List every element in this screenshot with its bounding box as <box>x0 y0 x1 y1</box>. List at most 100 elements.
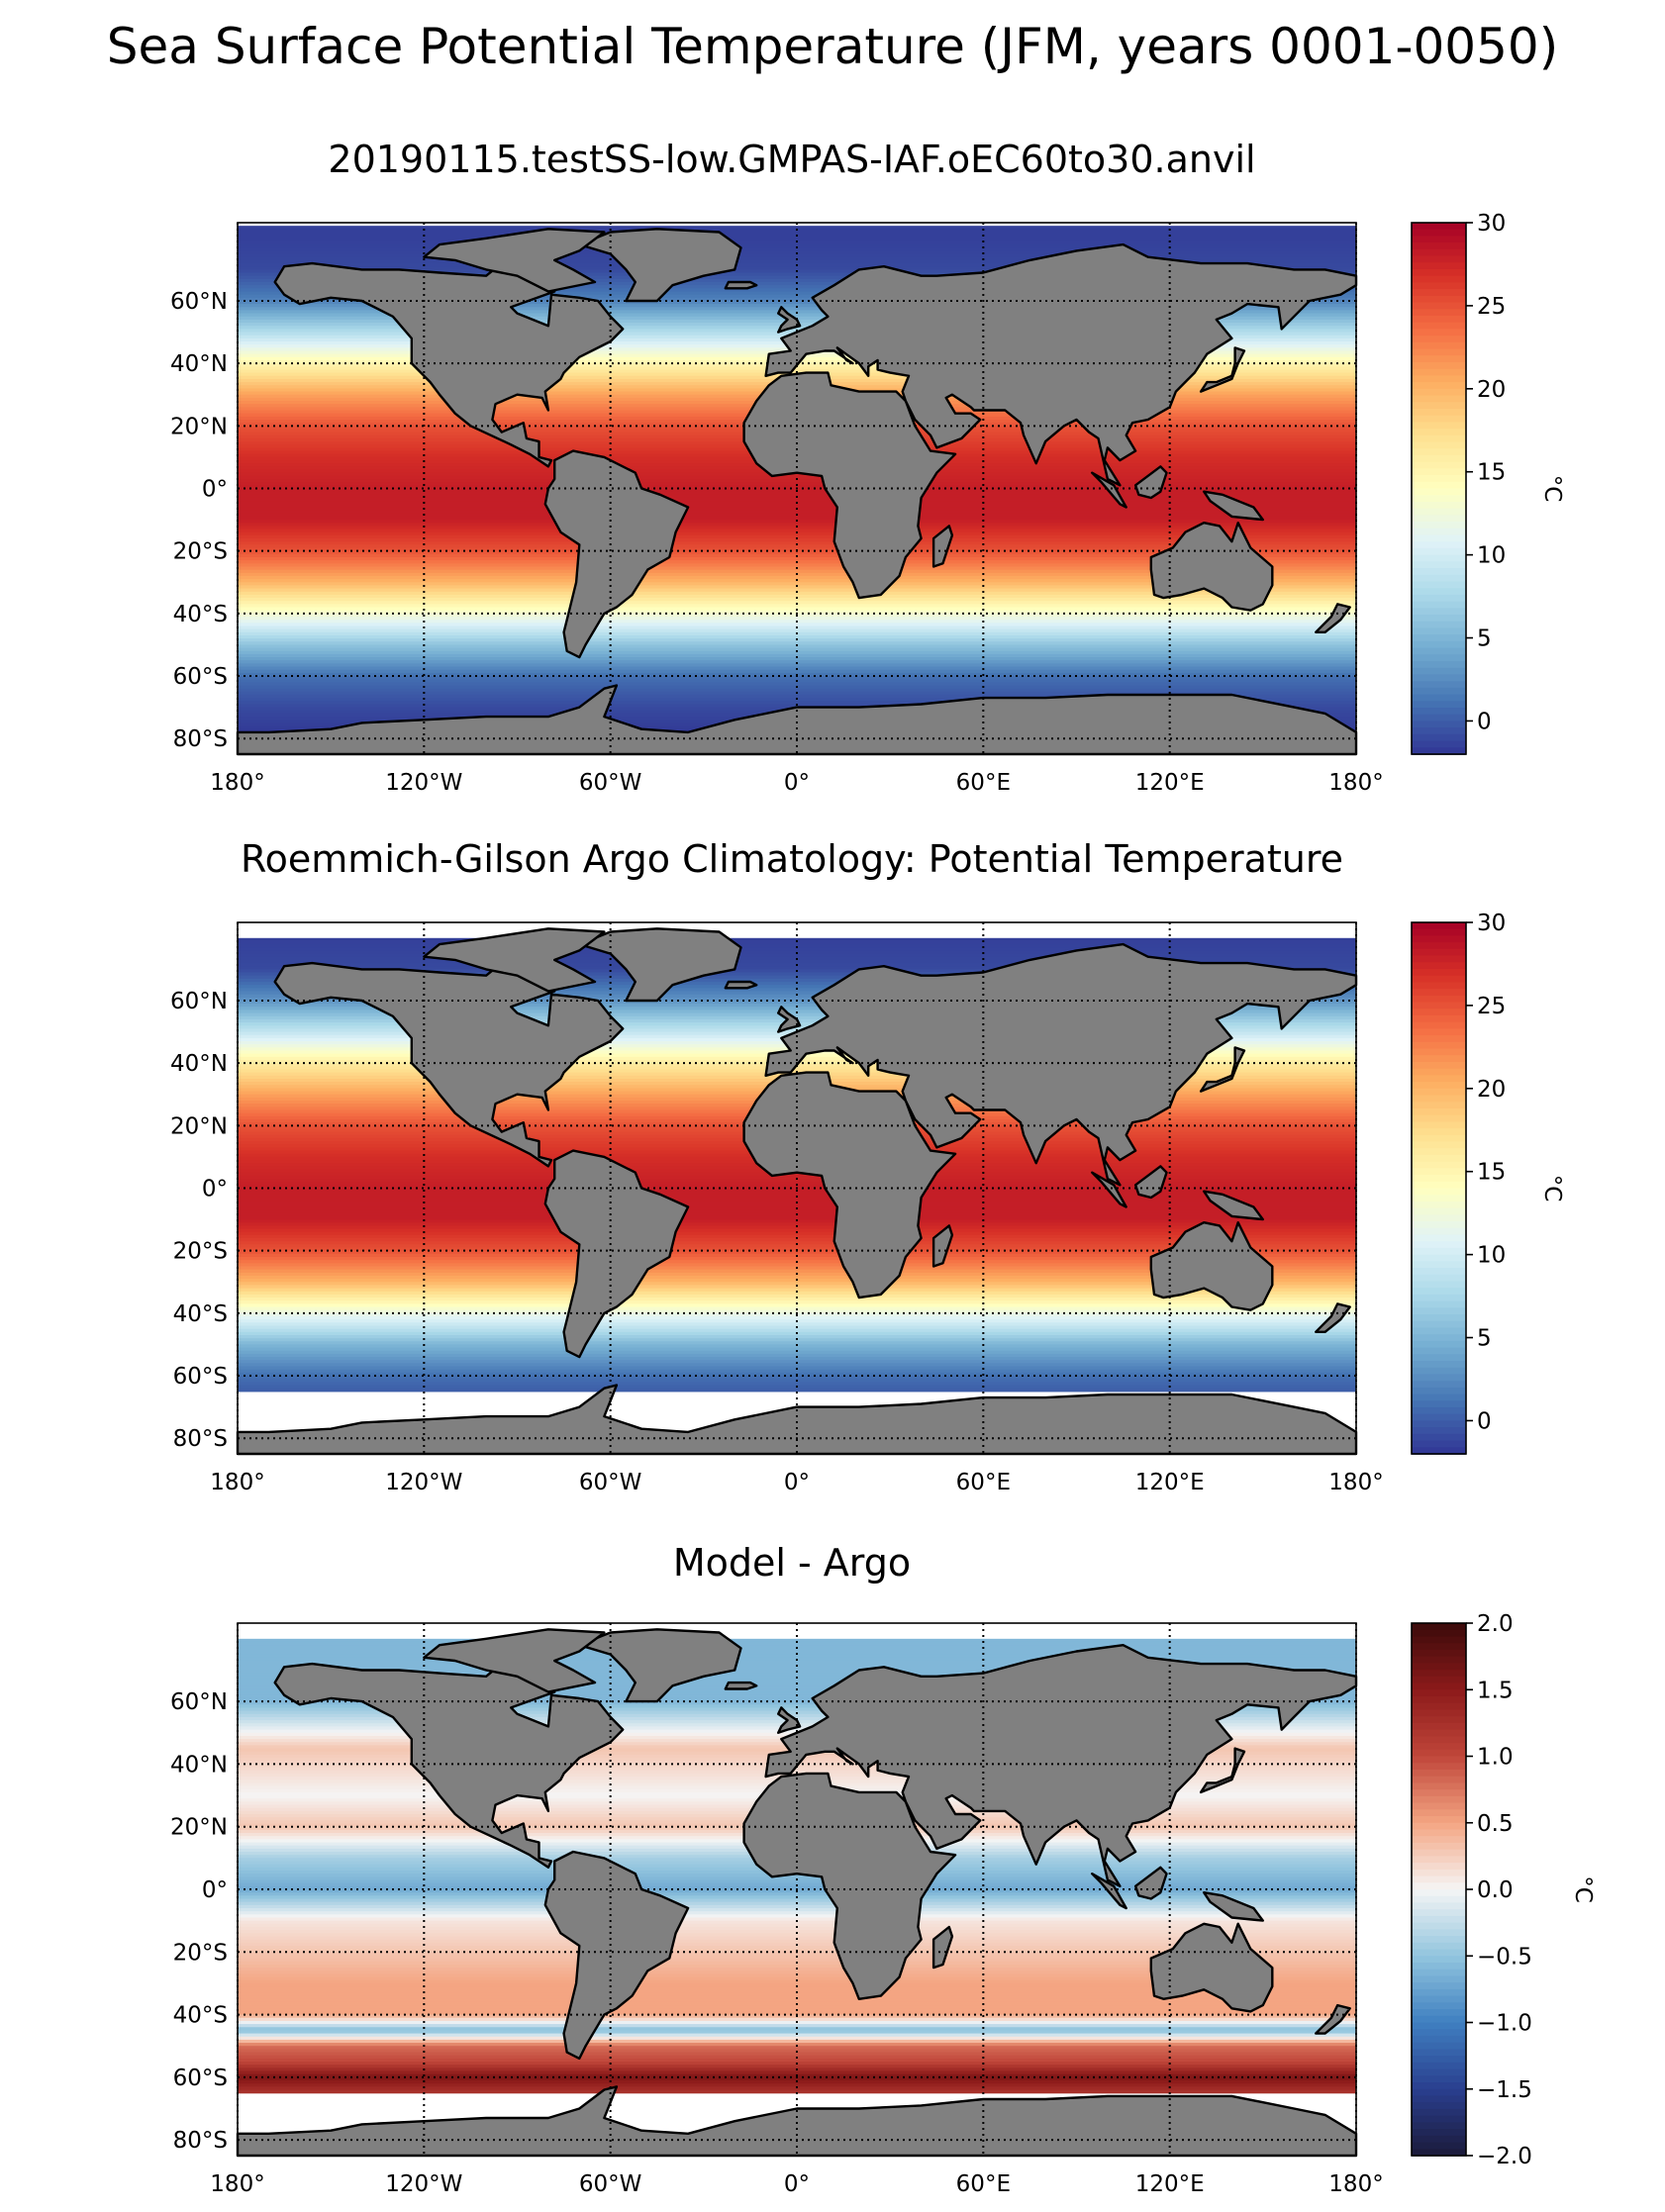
colorbar-segment <box>1412 1407 1466 1415</box>
field-band <box>238 1641 1356 1646</box>
colorbar-segment <box>1412 223 1466 231</box>
landmass <box>777 1006 802 1033</box>
field-band <box>238 232 1356 237</box>
colorbar-segment <box>1412 687 1466 696</box>
field-band <box>238 238 1356 242</box>
colorbar-segment <box>1412 547 1466 556</box>
colorbar-segment <box>1412 1702 1466 1711</box>
colorbar-segment <box>1412 935 1466 943</box>
field-band <box>238 2024 1356 2028</box>
field-band <box>238 531 1356 536</box>
y-tick-label: 20°S <box>173 1940 228 1966</box>
colorbar-1: 30 25 20 15 10 5 0 °C <box>1411 211 1565 755</box>
colorbar-segment <box>1412 322 1466 331</box>
field-band <box>238 240 1356 245</box>
colorbar-segment <box>1412 441 1466 450</box>
field-band <box>238 1288 1356 1293</box>
field-band <box>238 563 1356 568</box>
field-band <box>238 229 1356 234</box>
field-band <box>238 1338 1356 1342</box>
colorbar-segment <box>1412 375 1466 383</box>
colorbar-segment <box>1412 2022 1466 2031</box>
colorbar-segment <box>1412 2135 1466 2144</box>
colorbar-segment <box>1412 1188 1466 1197</box>
colorbar-segment <box>1412 1816 1466 1824</box>
colorbar-segment <box>1412 1909 1466 1917</box>
colorbar-segment <box>1412 1021 1466 1030</box>
y-tick-label: 60°S <box>173 2066 228 2091</box>
colorbar-segment <box>1412 1663 1466 1671</box>
field-band <box>238 544 1356 549</box>
colorbar-segment <box>1412 601 1466 610</box>
field-band <box>238 1986 1356 1990</box>
field-band <box>238 297 1356 302</box>
colorbar-segment <box>1412 1856 1466 1864</box>
landmass <box>1133 1866 1168 1900</box>
field-band <box>238 529 1356 533</box>
field-band <box>238 244 1356 248</box>
field-band <box>238 1648 1356 1653</box>
field-band <box>238 1322 1356 1327</box>
field-band <box>238 1914 1356 1919</box>
colorbar-tick-label: 0.5 <box>1477 1811 1514 1837</box>
landmass <box>724 1681 758 1690</box>
field-band <box>238 285 1356 289</box>
colorbar-unit-label: °C <box>1539 1175 1565 1202</box>
colorbar-tick-label: 30 <box>1477 911 1506 936</box>
y-tick-label: 0° <box>202 477 228 503</box>
y-tick-label: 40°S <box>173 602 228 627</box>
gridlines <box>237 922 1357 1454</box>
y-tick-label: 60°N <box>170 289 228 315</box>
colorbar-segment <box>1412 1175 1466 1183</box>
colorbar-segment <box>1412 1381 1466 1389</box>
y-tick-label: 80°S <box>173 2128 228 2154</box>
colorbar-segment <box>1412 975 1466 984</box>
colorbar-segment <box>1412 1141 1466 1150</box>
colorbar-segment <box>1412 541 1466 549</box>
field-band <box>238 1244 1356 1249</box>
field-band <box>238 653 1356 658</box>
field-band <box>238 272 1356 277</box>
field-band <box>238 997 1356 1002</box>
colorbar-segment <box>1412 661 1466 669</box>
field-band <box>238 1388 1356 1393</box>
landmass <box>931 525 954 568</box>
field-band <box>238 479 1356 483</box>
colorbar-segment <box>1412 1842 1466 1851</box>
colorbar-frame <box>1411 921 1467 1455</box>
field-band <box>238 1185 1356 1190</box>
colorbar-segment <box>1412 1889 1466 1897</box>
colorbar-segment <box>1412 1294 1466 1302</box>
colorbar-segment <box>1412 667 1466 676</box>
colorbar-segment <box>1412 1656 1466 1665</box>
colorbar-segment <box>1412 361 1466 370</box>
colorbar-tick-label: 0 <box>1477 709 1492 734</box>
colorbar-segment <box>1412 1002 1466 1010</box>
field-band <box>238 1294 1356 1298</box>
landmass <box>1091 471 1127 509</box>
colorbar-segment <box>1412 1427 1466 1435</box>
field-band <box>238 1316 1356 1320</box>
colorbar-segment <box>1412 282 1466 290</box>
colorbar-segment <box>1412 2075 1466 2083</box>
colorbar-segment <box>1412 475 1466 483</box>
x-tick-label: 180° <box>210 770 264 796</box>
landmass <box>724 280 758 290</box>
field-band <box>238 1215 1356 1220</box>
landmass <box>1091 1873 1127 1910</box>
y-tick-label: 20°N <box>170 1113 228 1139</box>
y-tick-label: 60°N <box>170 1689 228 1715</box>
field-band <box>238 1992 1356 1997</box>
axes-frame <box>237 921 1357 1455</box>
colorbar-segment <box>1412 275 1466 284</box>
colorbar-tick-label: 15 <box>1477 460 1506 486</box>
colorbar-frame <box>1411 222 1467 755</box>
colorbar-segment <box>1412 640 1466 649</box>
colorbar-segment <box>1412 1314 1466 1322</box>
field-band <box>238 1357 1356 1361</box>
colorbar-segment <box>1412 615 1466 623</box>
field-band <box>238 1309 1356 1314</box>
field-band <box>238 1654 1356 1659</box>
field-band <box>238 313 1356 318</box>
field-band <box>238 1012 1356 1017</box>
